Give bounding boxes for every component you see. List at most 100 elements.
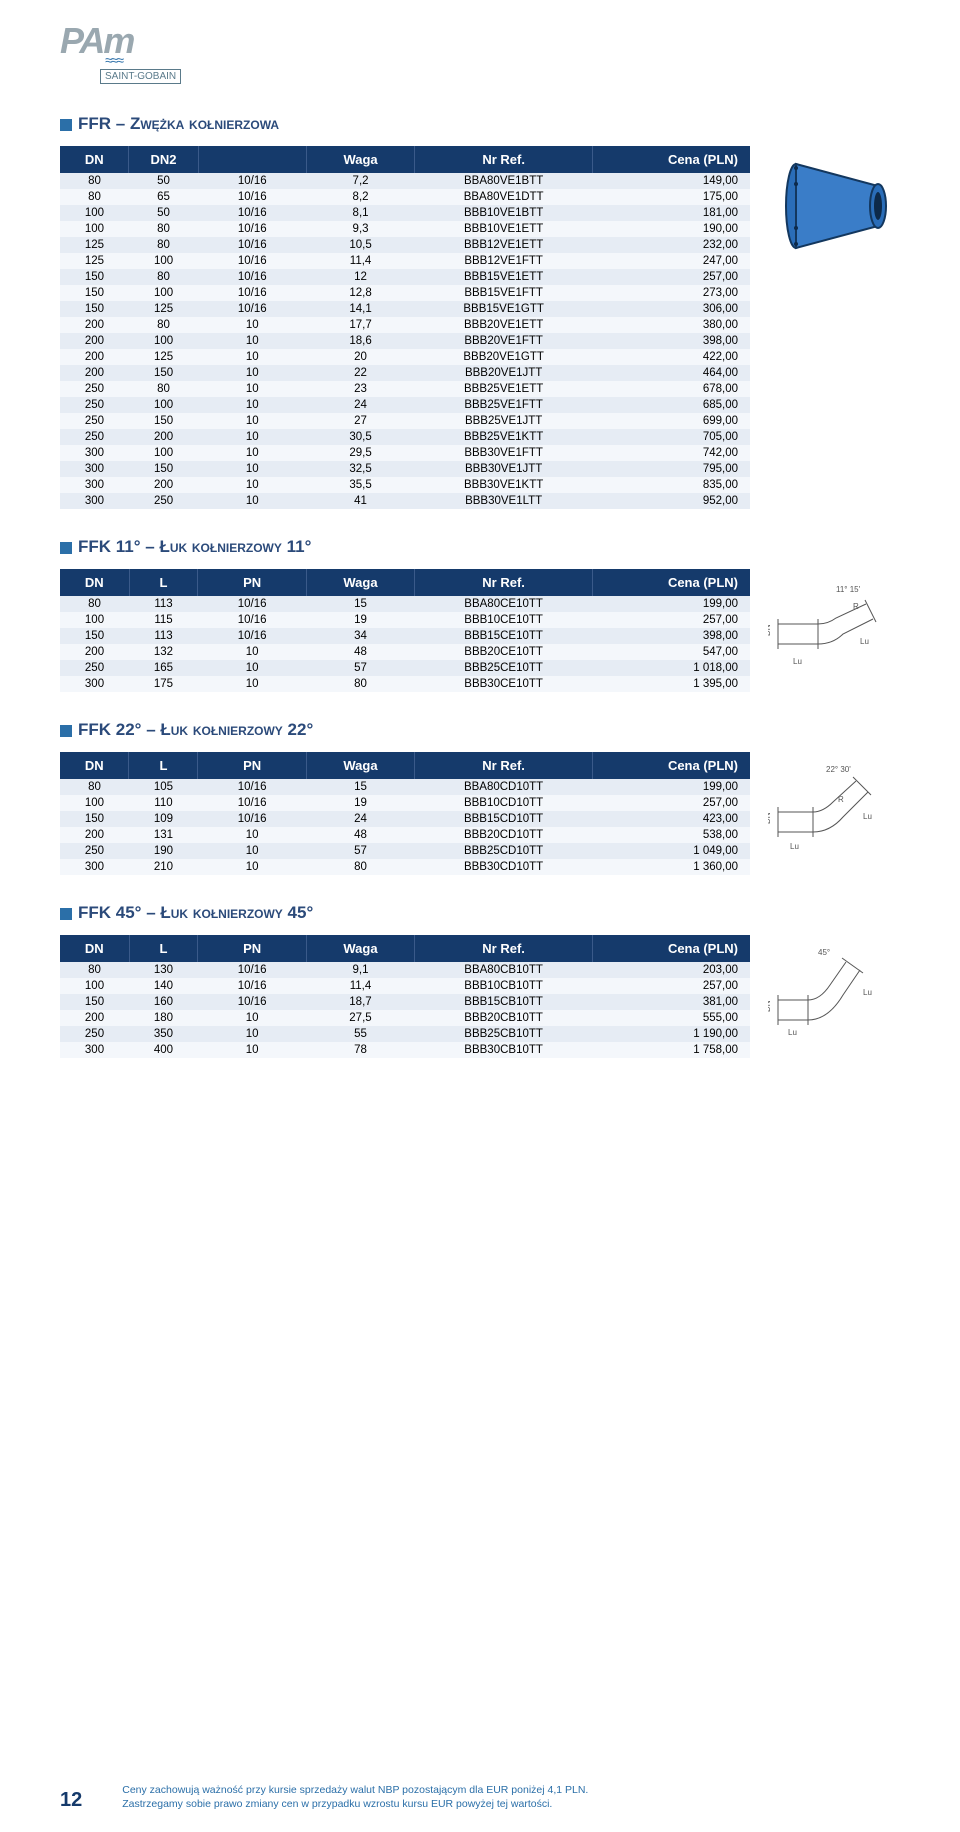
- table-cell: 100: [60, 978, 129, 994]
- table-row: 10014010/1611,4BBB10CB10TT257,00: [60, 978, 750, 994]
- table-cell: 10/16: [198, 994, 306, 1010]
- section-title-ffk22: FFK 22° – Łuk kołnierzowy 22°: [60, 720, 920, 740]
- table-cell: BBB25VE1FTT: [415, 397, 593, 413]
- table-cell: 150: [129, 461, 198, 477]
- table-cell: BBA80VE1BTT: [415, 173, 593, 189]
- column-header: PN: [198, 752, 306, 779]
- table-cell: 150: [60, 628, 129, 644]
- svg-text:22° 30': 22° 30': [826, 765, 851, 774]
- table-cell: 10: [198, 381, 306, 397]
- section-title-ffr: FFR – Zwężka kołnierzowa: [60, 114, 920, 134]
- column-header: Cena (PLN): [593, 569, 750, 596]
- table-row: 15010910/1624BBB15CD10TT423,00: [60, 811, 750, 827]
- column-header: Nr Ref.: [415, 569, 593, 596]
- table-cell: 100: [60, 221, 129, 237]
- table-cell: 795,00: [593, 461, 750, 477]
- table-cell: 199,00: [593, 779, 751, 795]
- table-row: 2001801027,5BBB20CB10TT555,00: [60, 1010, 750, 1026]
- table-cell: 547,00: [593, 644, 750, 660]
- diagram-elbow-45: 45° Lu Lu DN: [768, 935, 898, 1045]
- table-cell: 200: [60, 644, 129, 660]
- table-cell: 100: [129, 333, 198, 349]
- table-cell: 250: [60, 660, 129, 676]
- svg-text:Lu: Lu: [793, 657, 802, 666]
- table-cell: BBB25VE1JTT: [415, 413, 593, 429]
- table-cell: BBB30VE1JTT: [415, 461, 593, 477]
- table-cell: 23: [306, 381, 414, 397]
- table-cell: 200: [60, 365, 129, 381]
- table-cell: 19: [306, 795, 414, 811]
- table-row: 806510/168,2BBA80VE1DTT175,00: [60, 189, 750, 205]
- table-cell: BBB30CD10TT: [415, 859, 593, 875]
- table-row: 2501501027BBB25VE1JTT699,00: [60, 413, 750, 429]
- column-header: Cena (PLN): [593, 752, 751, 779]
- table-cell: 10: [198, 317, 306, 333]
- svg-text:Lu: Lu: [788, 1028, 797, 1037]
- table-cell: 125: [129, 301, 198, 317]
- column-header: DN: [60, 569, 129, 596]
- table-cell: BBA80VE1DTT: [415, 189, 593, 205]
- table-cell: BBB15VE1ETT: [415, 269, 593, 285]
- table-cell: 125: [60, 237, 129, 253]
- table-cell: 8,2: [306, 189, 414, 205]
- table-cell: 10: [198, 1010, 306, 1026]
- table-cell: 150: [60, 811, 129, 827]
- table-cell: 9,1: [306, 962, 414, 978]
- table-cell: 247,00: [593, 253, 750, 269]
- table-cell: 80: [60, 189, 129, 205]
- svg-text:Lu: Lu: [863, 988, 872, 997]
- table-cell: 15: [306, 779, 414, 795]
- table-row: 1258010/1610,5BBB12VE1ETT232,00: [60, 237, 750, 253]
- table-row: 12510010/1611,4BBB12VE1FTT247,00: [60, 253, 750, 269]
- table-cell: 10/16: [198, 221, 306, 237]
- table-cell: 1 395,00: [593, 676, 750, 692]
- column-header: Waga: [306, 146, 414, 173]
- table-cell: 10/16: [198, 205, 306, 221]
- table-cell: BBA80CB10TT: [415, 962, 593, 978]
- table-cell: 130: [129, 962, 198, 978]
- table-cell: 100: [60, 795, 129, 811]
- table-cell: 257,00: [593, 269, 750, 285]
- table-cell: 10: [198, 477, 306, 493]
- table-cell: BBB15CE10TT: [415, 628, 593, 644]
- data-table: DNDN2WagaNr Ref.Cena (PLN)805010/167,2BB…: [60, 146, 750, 509]
- column-header: Cena (PLN): [593, 935, 750, 962]
- table-cell: BBB30VE1LTT: [415, 493, 593, 509]
- table-cell: 20: [306, 349, 414, 365]
- table-cell: 29,5: [306, 445, 414, 461]
- table-cell: 80: [60, 962, 129, 978]
- table-cell: 80: [129, 221, 198, 237]
- table-cell: 1 018,00: [593, 660, 750, 676]
- table-cell: 1 190,00: [593, 1026, 750, 1042]
- table-cell: 10: [198, 859, 306, 875]
- table-row: 2001311048BBB20CD10TT538,00: [60, 827, 750, 843]
- table-cell: 10/16: [198, 173, 306, 189]
- table-cell: 48: [306, 827, 414, 843]
- svg-text:DN: DN: [768, 624, 772, 636]
- table-cell: BBB30VE1KTT: [415, 477, 593, 493]
- table-cell: 423,00: [593, 811, 751, 827]
- table-wrapper-ffk45: DNLPNWagaNr Ref.Cena (PLN)8013010/169,1B…: [60, 935, 750, 1058]
- table-wrapper-ffk11: DNLPNWagaNr Ref.Cena (PLN)8011310/1615BB…: [60, 569, 750, 692]
- table-cell: 190: [129, 843, 198, 859]
- table-cell: 11,4: [306, 253, 414, 269]
- table-cell: 150: [60, 994, 129, 1010]
- table-cell: 200: [60, 333, 129, 349]
- table-cell: 80: [129, 381, 198, 397]
- logo-block: PAm ≈≈≈ SAINT-GOBAIN: [60, 20, 920, 84]
- svg-text:DN: DN: [768, 812, 772, 824]
- column-header: Cena (PLN): [593, 146, 750, 173]
- table-cell: BBB15VE1GTT: [415, 301, 593, 317]
- table-cell: 250: [60, 413, 129, 429]
- table-cell: 48: [306, 644, 414, 660]
- table-cell: 80: [60, 596, 129, 612]
- table-cell: 14,1: [306, 301, 414, 317]
- table-cell: 1 360,00: [593, 859, 751, 875]
- table-cell: BBB12VE1ETT: [415, 237, 593, 253]
- column-header: DN: [60, 752, 129, 779]
- column-header: L: [129, 752, 198, 779]
- table-row: 2001321048BBB20CE10TT547,00: [60, 644, 750, 660]
- column-header: L: [129, 935, 198, 962]
- table-cell: 150: [129, 413, 198, 429]
- table-cell: 24: [306, 397, 414, 413]
